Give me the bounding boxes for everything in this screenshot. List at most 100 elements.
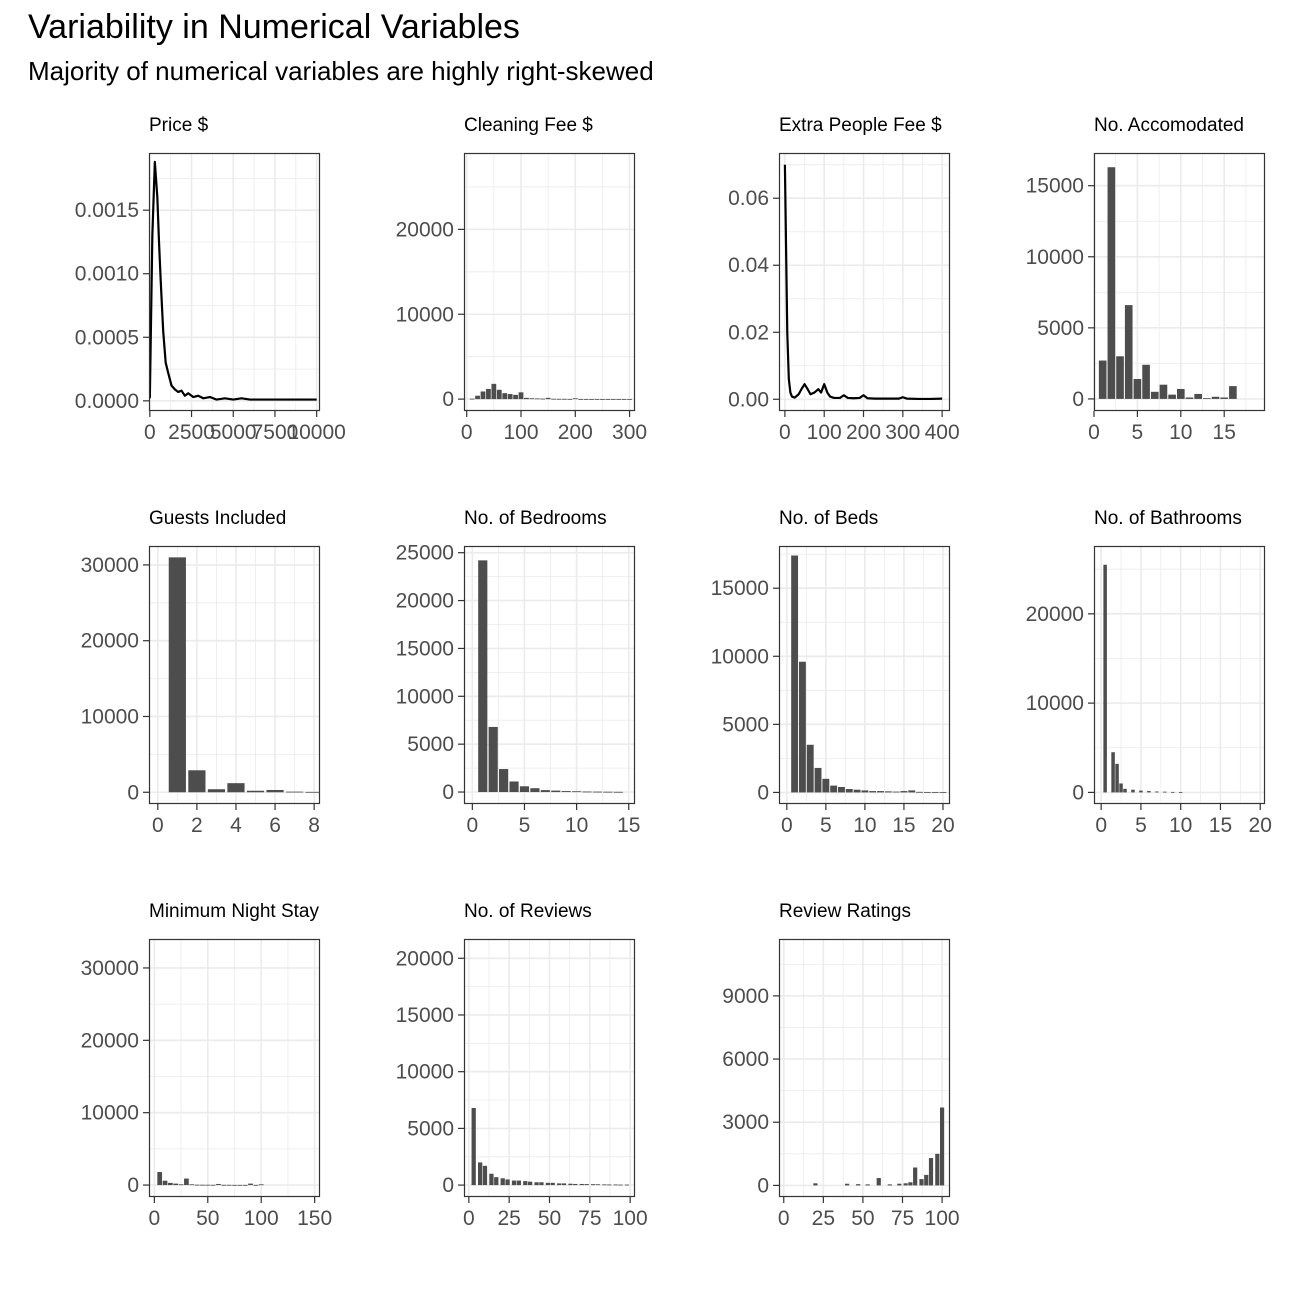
histogram-bar <box>1103 564 1107 793</box>
histogram-bar <box>1170 791 1175 793</box>
y-tick-label: 0 <box>1072 388 1084 411</box>
histogram-bar <box>1131 789 1135 793</box>
x-tick-label: 10 <box>1169 421 1192 444</box>
histogram-bar <box>248 1183 253 1186</box>
histogram-bar <box>908 1182 913 1186</box>
histogram-bar <box>605 399 611 400</box>
histogram-bar <box>590 1184 596 1186</box>
histogram-bar <box>494 1177 499 1186</box>
x-tick-label: 75 <box>891 1207 914 1230</box>
panel-border <box>148 938 321 1198</box>
histogram-bar <box>618 1184 623 1186</box>
facet-bar-chart: 0 25 50 75 100 0 5000 10000 15000 20000 <box>396 938 648 1230</box>
density-line <box>783 164 943 401</box>
y-tick-label: 0.0000 <box>75 390 139 413</box>
histogram-bar <box>516 1180 521 1186</box>
histogram-bar <box>205 1184 211 1186</box>
histogram-bar <box>939 1107 945 1186</box>
histogram-bar <box>499 769 509 793</box>
x-tick-label: 25 <box>812 1207 835 1230</box>
y-tick-label: 25000 <box>396 542 454 565</box>
histogram-bar <box>865 1184 870 1186</box>
histogram-bar <box>916 791 923 793</box>
x-tick-label: 300 <box>885 421 920 444</box>
histogram-bar <box>496 389 502 400</box>
x-tick-label: 2500 <box>168 421 215 444</box>
histogram-bar <box>869 791 877 793</box>
histogram-bar <box>924 1174 929 1186</box>
histogram-bar <box>589 399 594 400</box>
histogram-bar <box>1133 379 1142 399</box>
x-tick-label: 100 <box>807 421 842 444</box>
histogram-bar <box>1176 388 1185 399</box>
histogram-bar <box>798 661 806 793</box>
facet-title: Extra People Fee $ <box>779 115 942 136</box>
histogram-bar <box>488 726 498 793</box>
histogram-bar <box>540 398 546 400</box>
y-tick-label: 6000 <box>722 1048 769 1071</box>
y-tick-label: 20000 <box>396 218 454 241</box>
panel-border <box>1093 152 1266 412</box>
histogram-bar <box>1155 791 1159 793</box>
histogram-bar <box>507 394 513 400</box>
y-tick-label: 10000 <box>1026 692 1084 715</box>
marks <box>168 557 320 793</box>
facet-title: No. of Bedrooms <box>464 508 607 529</box>
histogram-bar <box>578 399 584 400</box>
x-tick-label: 0 <box>778 1207 790 1230</box>
histogram-bar <box>1139 790 1143 793</box>
panel-border <box>148 545 321 805</box>
marks <box>1098 167 1237 400</box>
y-tick-label: 20000 <box>396 947 454 970</box>
facet-title: No. of Reviews <box>464 901 592 922</box>
histogram-bar <box>545 397 551 400</box>
histogram-bar <box>621 399 627 400</box>
histogram-bar <box>545 1182 551 1186</box>
y-tick-label: 0.00 <box>728 388 769 411</box>
panel-border <box>148 152 321 412</box>
marks <box>783 164 943 401</box>
y-tick-label: 30000 <box>81 554 139 577</box>
y-tick-label: 0 <box>757 1174 769 1197</box>
histogram-bar <box>540 790 550 793</box>
x-tick-label: 100 <box>503 421 538 444</box>
histogram-bar <box>1142 364 1150 399</box>
histogram-bar <box>210 1184 216 1186</box>
histogram-bar <box>603 791 613 793</box>
histogram-bar <box>573 1183 578 1186</box>
histogram-bar <box>627 399 632 400</box>
histogram-bar <box>500 1178 505 1186</box>
histogram-bar <box>513 394 518 400</box>
histogram-bar <box>518 392 524 400</box>
marks <box>813 1107 945 1186</box>
marks <box>791 555 947 793</box>
histogram-bar <box>1150 391 1159 399</box>
y-tick-label: 0 <box>1072 781 1084 804</box>
histogram-bar <box>1111 752 1115 793</box>
histogram-bar <box>877 791 884 793</box>
histogram-bar <box>253 1184 259 1186</box>
histogram-bar <box>887 1184 892 1186</box>
x-tick-label: 20 <box>931 814 954 837</box>
histogram-bar <box>582 791 592 793</box>
histogram-bar <box>1220 397 1229 399</box>
histogram-bar <box>610 399 616 400</box>
histogram-bar <box>562 398 567 400</box>
x-tick-label: 50 <box>538 1207 561 1230</box>
y-tick-label: 0 <box>442 388 454 411</box>
histogram-bar <box>592 791 603 793</box>
x-tick-label: 100 <box>613 1207 648 1230</box>
histogram-bar <box>232 1184 237 1186</box>
histogram-bar <box>162 1180 168 1186</box>
histogram-bar <box>550 1182 555 1186</box>
y-tick-label: 0.02 <box>728 321 769 344</box>
x-tick-label: 15 <box>617 814 640 837</box>
histogram-bar <box>892 791 900 793</box>
y-tick-label: 10000 <box>81 1102 139 1125</box>
histogram-bar <box>221 1184 227 1186</box>
facet-title: No. Accomodated <box>1094 115 1244 136</box>
histogram-bar <box>528 1181 533 1186</box>
histogram-bar <box>884 791 892 793</box>
histogram-bar <box>1116 356 1124 399</box>
x-tick-label: 0 <box>1095 814 1107 837</box>
